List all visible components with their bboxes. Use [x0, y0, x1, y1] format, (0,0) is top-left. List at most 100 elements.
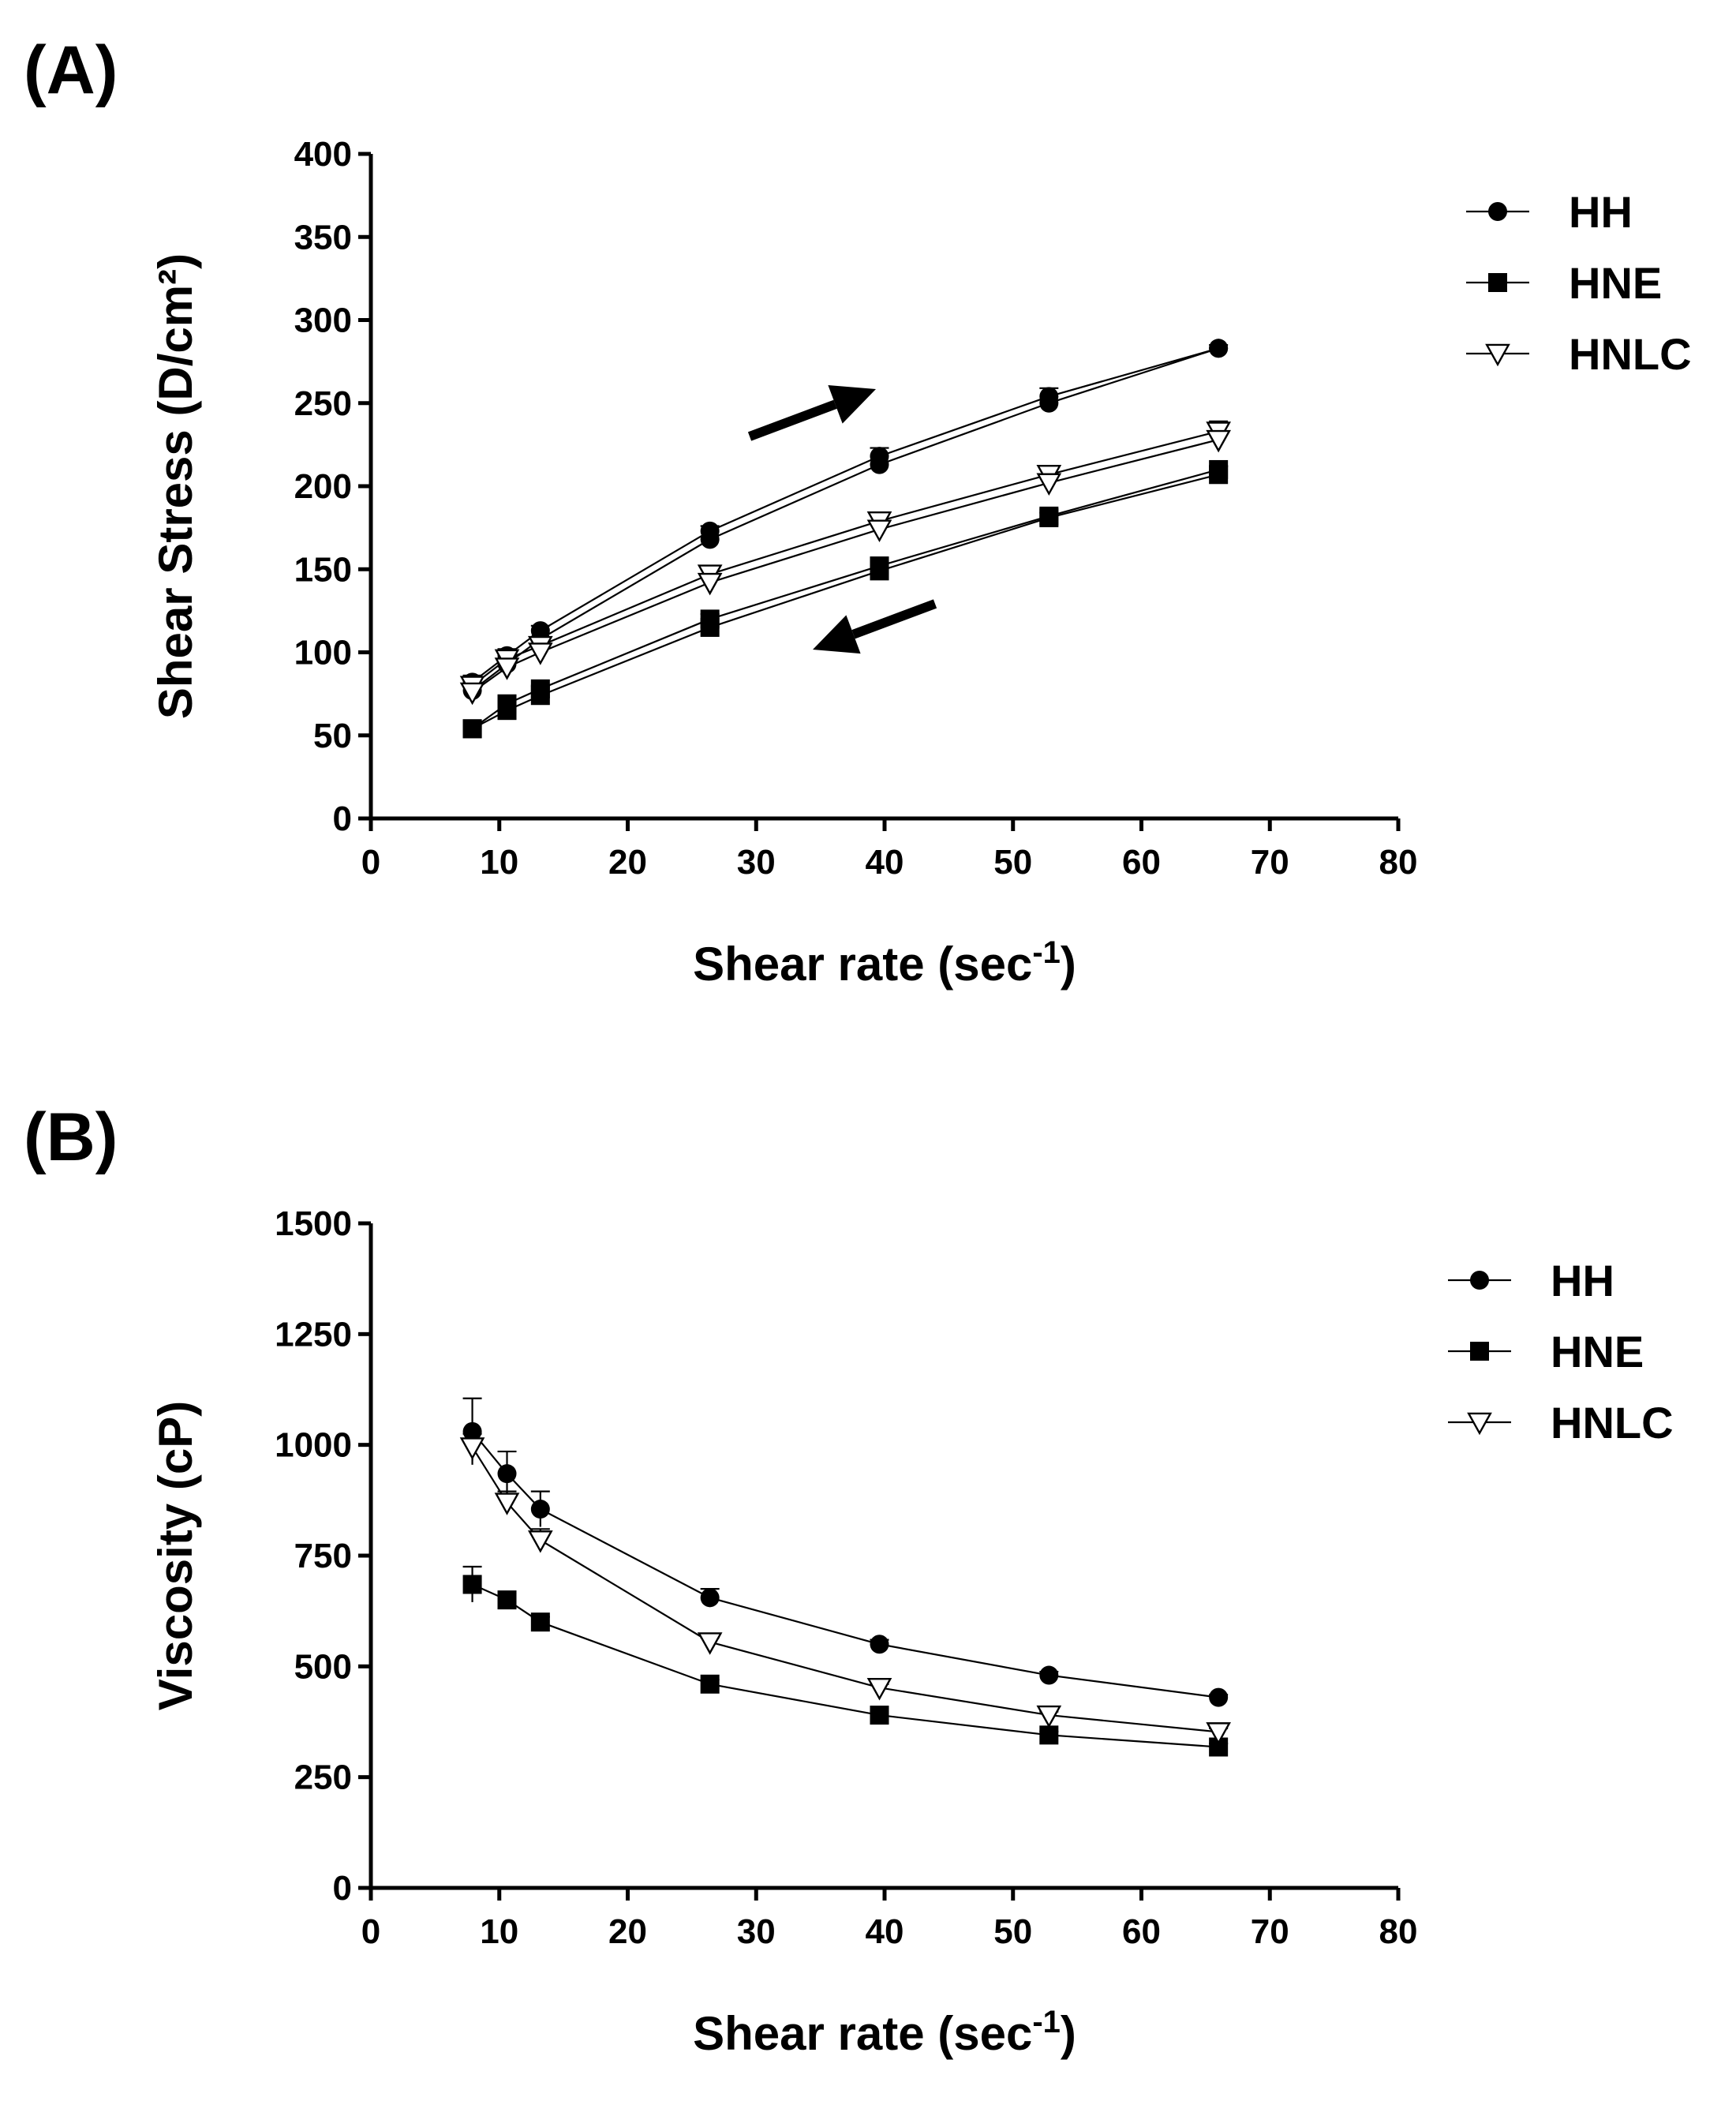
- panel-b-hnlc-point: [866, 1678, 892, 1701]
- panel-a-y-tick-label: 150: [294, 550, 352, 589]
- panel-a-hnlc-point: [459, 682, 485, 706]
- panel-b-hnlc-point: [459, 1437, 485, 1460]
- panel-b-x-tick-label: 10: [480, 1912, 518, 1951]
- panel-a-y-tick-label: 350: [294, 218, 352, 257]
- panel-b-hne-series: [462, 1565, 1229, 1757]
- panel-b-hnlc-line: [471, 1446, 1219, 1733]
- panel-b-y-tick-label: 1250: [275, 1315, 352, 1354]
- panel-a-hh-point: [1209, 339, 1229, 358]
- panel-a-hne-point: [1039, 507, 1059, 527]
- panel-b-hh-point: [1209, 1687, 1229, 1707]
- panel-a-hnlc-point: [1206, 429, 1231, 453]
- panel-a-hne-point: [870, 561, 889, 581]
- panel-a-hnlc-point: [527, 642, 553, 665]
- panel-a-y-tick-label: 250: [294, 384, 352, 423]
- panel-a-y-tick-label: 400: [294, 135, 352, 174]
- panel-b-legend-hnlc-marker: [1467, 1412, 1492, 1436]
- panel-a-hh-point: [870, 455, 889, 474]
- panel-b-chart: 0 10 20 30 40 50 60 70 80 0 250 500 750 1000 1250 1500 S…: [149, 1204, 1674, 2060]
- panel-b-hne-line: [472, 1583, 1219, 1748]
- panel-a-x-tick-label: 0: [361, 843, 380, 882]
- panel-a-hnlc-series: [459, 420, 1231, 706]
- panel-b-x-axis-title: Shear rate (sec-1): [693, 2005, 1076, 2060]
- panel-b-x-tick-label: 0: [361, 1912, 380, 1951]
- panel-b-y-tick-label: 0: [333, 1869, 352, 1908]
- panel-a-legend-hh-marker: [1488, 202, 1507, 221]
- panel-b-legend-hnlc-label: HNLC: [1551, 1398, 1674, 1447]
- panel-b-hne-point: [1039, 1725, 1059, 1745]
- panel-a-hnlc-point: [1036, 473, 1062, 496]
- panel-a-arrow-up-right-head: [828, 384, 876, 424]
- panel-b-hh-point: [530, 1500, 550, 1519]
- panel-b-hnlc-series: [459, 1432, 1231, 1745]
- panel-a-hh-point: [700, 530, 720, 549]
- panel-b-hh-point: [870, 1635, 889, 1654]
- panel-a-hne-line: [471, 468, 1219, 730]
- panel-b-y-tick-label: 500: [294, 1647, 352, 1686]
- panel-a-hne-point: [462, 719, 482, 739]
- panel-a-hh-point: [1039, 393, 1059, 413]
- panel-a-label: (A): [24, 32, 118, 108]
- panel-a-hnlc-line: [471, 438, 1219, 693]
- panel-b-label: (B): [24, 1099, 118, 1175]
- panel-b-hnlc-point: [1036, 1705, 1062, 1728]
- panel-a-x-tick-label: 60: [1122, 843, 1161, 882]
- panel-a-chart: 0 10 20 30 40 50 60 70 80 0 50 100 150 200 250 300 350 40…: [149, 135, 1692, 991]
- panel-a-arrow-up-right-shaft: [747, 399, 837, 441]
- panel-b-hnlc-point: [494, 1492, 520, 1515]
- panel-b-legend-hne-marker: [1470, 1342, 1489, 1361]
- panel-b-hh-point: [497, 1464, 517, 1484]
- panel-a-hne-point: [530, 686, 550, 706]
- panel-b-hh-point: [1039, 1665, 1059, 1685]
- panel-b-legend-hh-label: HH: [1551, 1256, 1614, 1305]
- panel-b-x-tick-label: 40: [866, 1912, 904, 1951]
- panel-a-arrow-down-left-head: [813, 615, 861, 654]
- panel-a-x-tick-label: 70: [1251, 843, 1289, 882]
- panel-a-y-tick-label: 300: [294, 301, 352, 340]
- panel-b-x-tick-label: 20: [608, 1912, 647, 1951]
- panel-b-hne-point: [497, 1590, 517, 1610]
- panel-b-x-tick-label: 50: [993, 1912, 1032, 1951]
- panel-b-y-axis-title: Viscosity (cP): [149, 1401, 202, 1710]
- panel-a-x-tick-label: 40: [866, 843, 904, 882]
- panel-a-hne-point: [700, 617, 720, 637]
- panel-a-y-tick-label: 100: [294, 634, 352, 672]
- panel-b-x-tick-label: 70: [1251, 1912, 1289, 1951]
- panel-b-hnlc-point: [1206, 1722, 1231, 1745]
- panel-a-hne-line: [472, 474, 1219, 730]
- panel-b-y-tick-label: 250: [294, 1758, 352, 1797]
- panel-b-hh-point: [700, 1588, 720, 1608]
- panel-b-hne-point: [462, 1575, 482, 1594]
- panel-b-hne-point: [870, 1706, 889, 1725]
- panel-b-y-tick-label: 1500: [275, 1204, 352, 1243]
- panel-a-hnlc-point: [866, 519, 892, 543]
- panel-a-legend-hh-label: HH: [1569, 187, 1633, 237]
- panel-a-y-tick-label: 0: [333, 800, 352, 838]
- panel-b-hne-point: [530, 1612, 550, 1632]
- panel-a-x-tick-label: 30: [737, 843, 776, 882]
- panel-a-hne-series: [462, 459, 1229, 739]
- panel-b-hh-series: [462, 1397, 1229, 1707]
- panel-a-x-axis-title: Shear rate (sec-1): [693, 935, 1076, 991]
- panel-b-x-tick-label: 30: [737, 1912, 776, 1951]
- panel-b-x-tick-label: 60: [1122, 1912, 1161, 1951]
- panel-a-x-tick-label: 20: [608, 843, 647, 882]
- panel-a-x-tick-label: 10: [480, 843, 518, 882]
- panel-b-y-tick-label: 750: [294, 1537, 352, 1575]
- panel-b-hh-point: [462, 1421, 482, 1441]
- panel-b-legend-hh-marker: [1470, 1271, 1489, 1290]
- panel-a-hnlc-point: [697, 572, 723, 596]
- panel-b-y-tick-label: 1000: [275, 1426, 352, 1465]
- panel-a-arrow-down-left-shaft: [851, 599, 937, 639]
- panel-a-legend-hnlc-label: HNLC: [1569, 329, 1692, 379]
- panel-a-legend-hnlc-marker: [1485, 343, 1510, 367]
- panel-b-x-tick-label: 80: [1379, 1912, 1418, 1951]
- panel-b-legend-hne-label: HNE: [1551, 1327, 1644, 1376]
- panel-a-hne-point: [1209, 465, 1229, 485]
- panel-a-hnlc-point: [494, 657, 520, 680]
- panel-a-y-axis-title: Shear Stress (D/cm²): [149, 253, 202, 719]
- panel-a-x-tick-label: 80: [1379, 843, 1418, 882]
- panel-a-legend-hne-marker: [1488, 273, 1507, 292]
- panel-a-y-tick-label: 50: [313, 717, 352, 755]
